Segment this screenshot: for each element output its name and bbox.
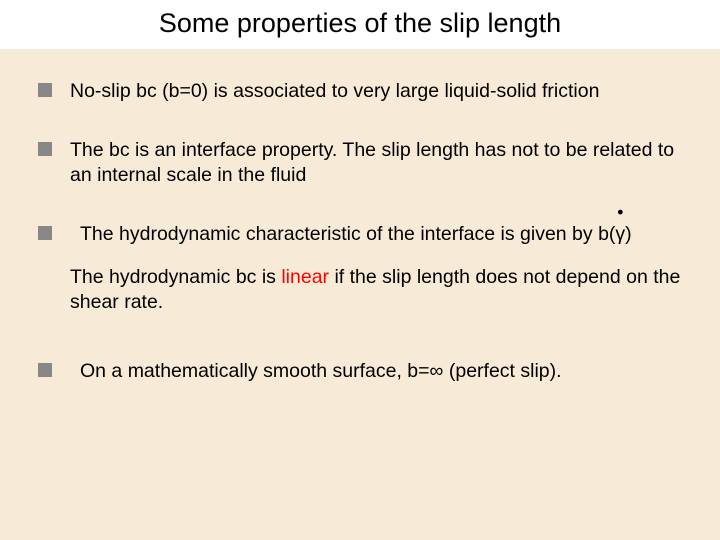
slide-body: No-slip bc (b=0) is associated to very l… [0,49,720,384]
bullet-text-2: The bc is an interface property. The sli… [70,138,682,188]
b3-sub-a: The hydrodynamic bc is [70,266,281,288]
bullet-3-subtext: The hydrodynamic bc is linear if the sli… [70,265,682,315]
bullet-row: The bc is an interface property. The sli… [38,138,682,188]
bullet-text-3: The hydrodynamic characteristic of the i… [80,222,682,247]
bullet-row: On a mathematically smooth surface, b=∞ … [38,359,682,384]
slide: Some properties of the slip length No-sl… [0,0,720,540]
slide-title: Some properties of the slip length [0,8,720,39]
bullet-text-4: On a mathematically smooth surface, b=∞ … [80,359,682,384]
bullet-row: No-slip bc (b=0) is associated to very l… [38,79,682,104]
square-bullet-icon [38,363,52,377]
title-band: Some properties of the slip length [0,0,720,49]
gamma-char: γ [615,223,625,245]
b3-sub-linear: linear [281,266,329,288]
b3-suffix: ) [625,223,632,245]
square-bullet-icon [38,226,52,240]
square-bullet-icon [38,83,52,97]
bullet-row: The hydrodynamic characteristic of the i… [38,222,682,247]
b3-prefix: The hydrodynamic characteristic of the i… [80,223,615,245]
gamma-dot-symbol: •γ [615,222,625,247]
square-bullet-icon [38,142,52,156]
bullet-text-1: No-slip bc (b=0) is associated to very l… [70,79,682,104]
